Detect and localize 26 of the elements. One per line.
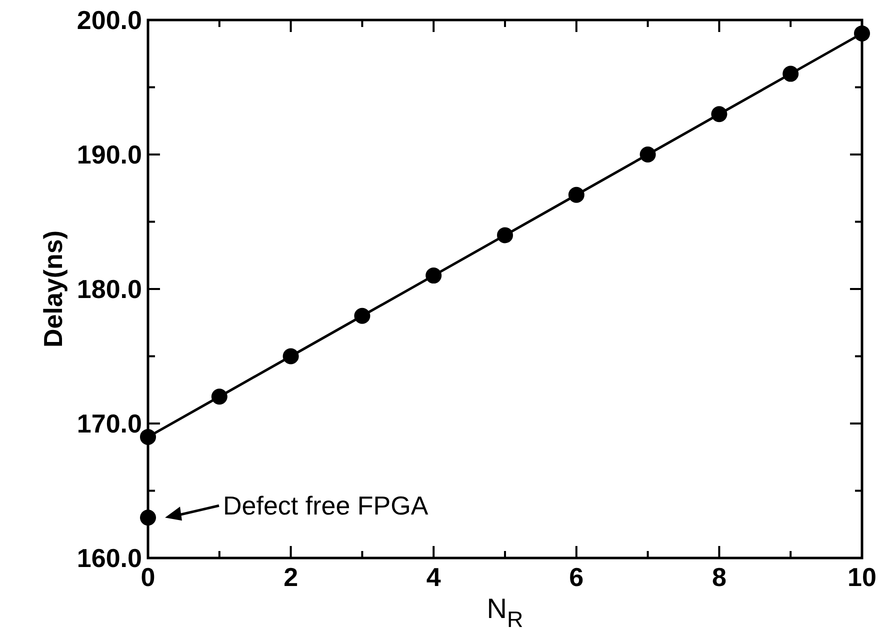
- y-tick-label: 190.0: [76, 140, 142, 170]
- x-tick-label: 4: [426, 562, 442, 592]
- point: [282, 348, 299, 364]
- point: [568, 186, 584, 203]
- y-tick-label: 200.0: [76, 5, 142, 35]
- point: [140, 428, 156, 445]
- point: [140, 510, 156, 526]
- x-axis-title: N$_{R}$: [486, 593, 524, 632]
- y-axis-title: Delay(ns): [38, 230, 68, 348]
- point: [782, 66, 799, 82]
- point: [211, 388, 228, 405]
- x-tick-label: 2: [284, 562, 298, 592]
- x-tick-label: 0: [140, 562, 156, 592]
- point: [497, 227, 513, 244]
- y-tick-label: 170.0: [76, 408, 142, 438]
- point: [854, 25, 870, 42]
- x-tick-label: 10: [848, 562, 876, 592]
- y-tick-label: 160.0: [76, 543, 142, 573]
- point: [426, 268, 442, 284]
- y-tick-label: 180.0: [76, 274, 142, 304]
- annotation: Defect free FPGA: [223, 490, 429, 521]
- point: [640, 146, 656, 162]
- x-tick-label: 8: [712, 562, 726, 592]
- x-tick-label: 6: [569, 562, 584, 592]
- point: [711, 106, 728, 122]
- point: [354, 308, 370, 324]
